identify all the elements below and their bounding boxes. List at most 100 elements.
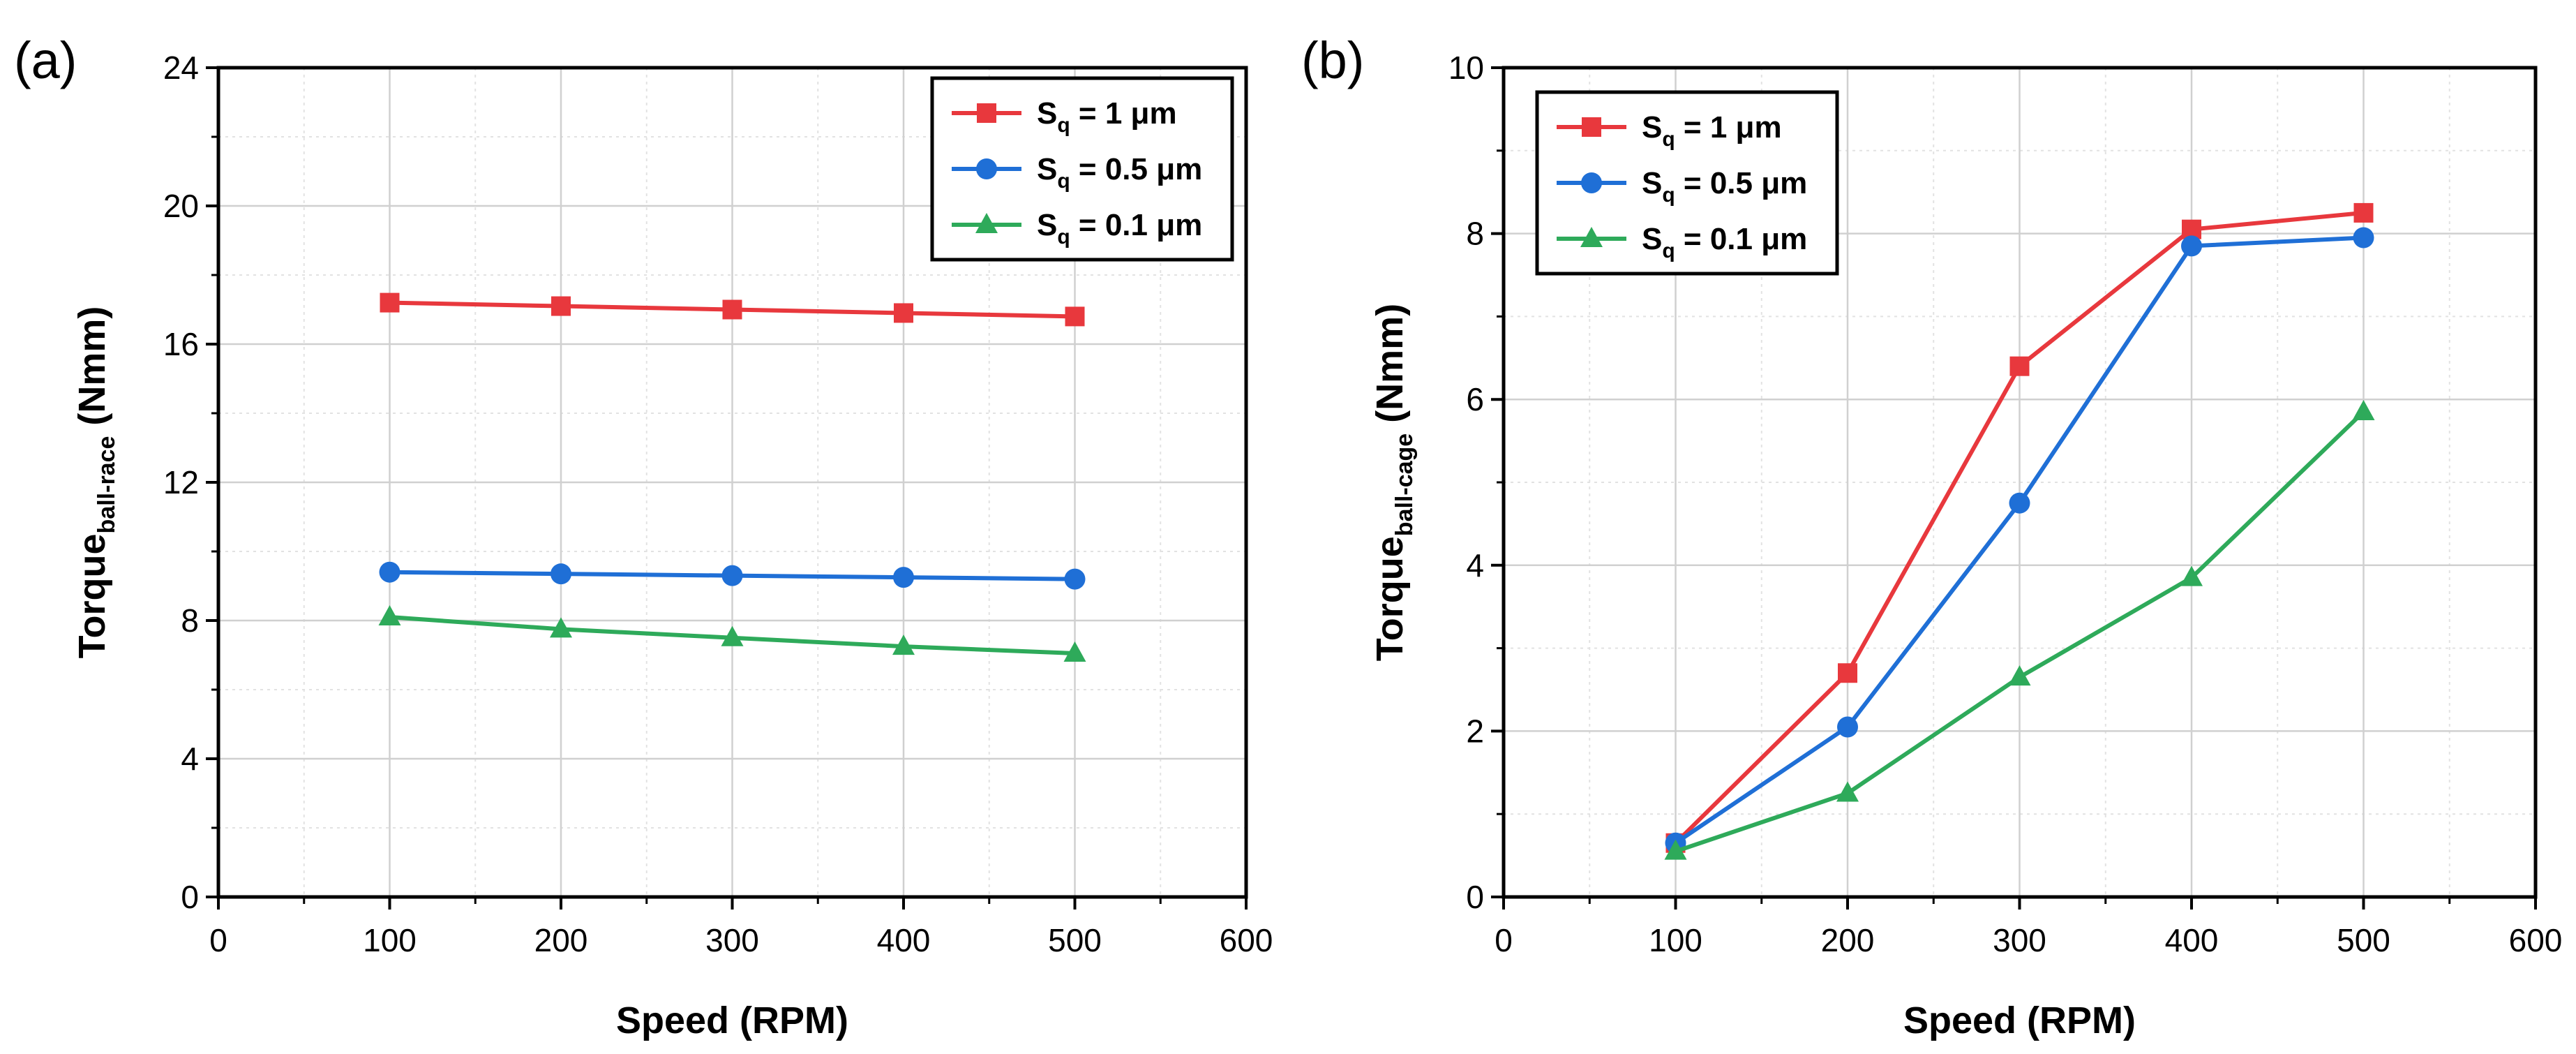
x-tick-label: 200 (1821, 922, 1875, 958)
x-axis-title: Speed (RPM) (616, 1000, 848, 1041)
x-tick-label: 500 (1048, 922, 1102, 958)
legend-label-sub: q (1057, 225, 1070, 248)
data-point (2009, 492, 2030, 514)
chart-panel-1: 0 100 200 300 400 500 600 0 4 8 12 16 20 24 Speed (RPM… (14, 31, 1273, 1041)
x-tick-label: 400 (877, 922, 931, 958)
x-tick-label: 600 (1220, 922, 1273, 958)
legend-entry: Sq = 0.1 μm (1557, 222, 1807, 262)
data-point (2009, 356, 2030, 376)
y-axis-title-subscript: ball-cage (1391, 433, 1418, 536)
data-point (1065, 306, 1085, 327)
data-point (894, 303, 913, 323)
y-tick-label: 10 (1448, 50, 1484, 86)
legend-marker (1582, 117, 1601, 137)
panel-label: (a) (14, 31, 77, 89)
legend-label: Sq = 0.1 μm (1037, 208, 1202, 248)
legend-entry: Sq = 1 μm (952, 96, 1177, 137)
x-tick-label: 0 (209, 922, 227, 958)
legend-entry: Sq = 0.5 μm (952, 152, 1202, 193)
y-tick-label: 8 (1466, 216, 1484, 252)
data-point (550, 617, 572, 638)
y-tick-label: 8 (181, 602, 199, 639)
legend-marker (1581, 172, 1602, 193)
legend-label-main: S (1642, 110, 1662, 144)
series-2 (379, 561, 1086, 590)
legend-label: Sq = 0.5 μm (1642, 166, 1807, 207)
data-point (1063, 641, 1086, 662)
x-axis-title: Speed (RPM) (1903, 1000, 2136, 1041)
legend-label-rest: = 0.1 μm (1675, 222, 1808, 256)
legend-label-rest: = 1 μm (1070, 96, 1177, 131)
legend-label-rest: = 0.5 μm (1675, 166, 1808, 200)
legend-entry: Sq = 0.5 μm (1557, 166, 1807, 207)
y-axis-title-unit: (Nmm) (1369, 304, 1411, 433)
y-axis-title: Torqueball-cage (Nmm) (1369, 304, 1418, 661)
x-tick-label: 100 (1649, 922, 1702, 958)
data-point (379, 561, 400, 583)
legend-label: Sq = 1 μm (1037, 96, 1177, 137)
data-point (1064, 568, 1086, 590)
data-point (2008, 665, 2031, 686)
data-point (2352, 400, 2375, 421)
y-axis-title-subscript: ball-race (93, 436, 120, 534)
legend-label-rest: = 1 μm (1675, 110, 1782, 144)
y-tick-label: 20 (163, 188, 199, 224)
data-point (892, 634, 915, 655)
data-point (2353, 227, 2374, 248)
legend-label-sub: q (1662, 184, 1675, 207)
legend-marker (976, 158, 997, 179)
data-point (2181, 235, 2202, 257)
x-tick-label: 600 (2509, 922, 2563, 958)
data-point (721, 625, 744, 646)
x-tick-label: 200 (534, 922, 588, 958)
y-axis-title-unit: (Nmm) (71, 306, 113, 436)
panel-label: (b) (1301, 31, 1364, 89)
legend-label: Sq = 1 μm (1642, 110, 1782, 151)
data-point (378, 605, 401, 626)
legend-label-sub: q (1057, 170, 1070, 193)
series-2 (1665, 227, 2374, 854)
data-point (1664, 839, 1687, 860)
y-tick-label: 4 (181, 741, 199, 777)
legend-entry: Sq = 0.1 μm (952, 208, 1202, 248)
x-tick-label: 400 (2165, 922, 2219, 958)
y-tick-label: 4 (1466, 547, 1484, 584)
legend-marker (1580, 227, 1603, 247)
y-tick-label: 2 (1466, 713, 1484, 749)
series-3 (1664, 400, 2375, 860)
legend-entry: Sq = 1 μm (1557, 110, 1782, 151)
y-axis-title-main: Torque (1369, 536, 1411, 661)
legend-label-sub: q (1057, 114, 1070, 137)
data-point (722, 299, 742, 320)
y-tick-label: 6 (1466, 381, 1484, 417)
data-point (721, 565, 743, 586)
legend-label-rest: = 0.5 μm (1070, 152, 1203, 186)
legend-label-main: S (1037, 208, 1057, 242)
legend-marker (977, 103, 996, 123)
data-point (2353, 202, 2374, 223)
y-tick-label: 16 (163, 326, 199, 362)
data-point (2180, 565, 2203, 586)
legend-label-main: S (1037, 152, 1057, 186)
legend-label-main: S (1642, 166, 1662, 200)
y-tick-label: 24 (163, 50, 199, 86)
legend-label-sub: q (1662, 239, 1675, 262)
x-tick-label: 500 (2337, 922, 2390, 958)
series-1 (380, 292, 1085, 327)
x-tick-label: 100 (363, 922, 417, 958)
legend-label: Sq = 0.5 μm (1037, 152, 1202, 193)
legend-label-rest: = 0.1 μm (1070, 208, 1203, 242)
data-point (380, 292, 400, 313)
data-point (551, 296, 571, 316)
x-tick-label: 0 (1495, 922, 1513, 958)
x-tick-label: 300 (1993, 922, 2046, 958)
data-point (551, 563, 571, 585)
y-tick-label: 0 (181, 879, 199, 915)
legend-label: Sq = 0.1 μm (1642, 222, 1807, 262)
data-point (893, 567, 914, 588)
y-axis-title: Torqueball-race (Nmm) (71, 306, 120, 659)
data-point (1836, 781, 1859, 802)
y-tick-label: 12 (163, 464, 199, 500)
